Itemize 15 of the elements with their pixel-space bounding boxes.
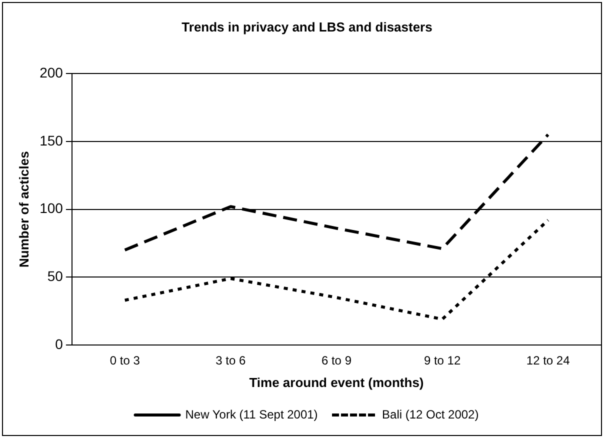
x-axis-title: Time around event (months) [249, 374, 424, 390]
y-tick-label: 50 [47, 268, 64, 284]
legend-label: New York (11 Sept 2001) [185, 407, 318, 422]
x-tick-label: 3 to 6 [216, 354, 246, 368]
x-tick-label: 9 to 12 [424, 354, 461, 368]
x-tick-label: 0 to 3 [110, 354, 140, 368]
x-tick-label: 12 to 24 [526, 354, 570, 368]
legend-label: Bali (12 Oct 2002) [382, 407, 479, 422]
y-tick-label: 150 [40, 132, 64, 148]
y-tick-label: 0 [55, 336, 64, 352]
y-tick-label: 200 [40, 64, 64, 80]
chart-title: Trends in privacy and LBS and disasters [182, 19, 432, 34]
y-axis-title: Number of acticles [16, 151, 32, 268]
x-tick-label: 6 to 9 [321, 354, 352, 368]
y-tick-label: 100 [40, 200, 64, 216]
